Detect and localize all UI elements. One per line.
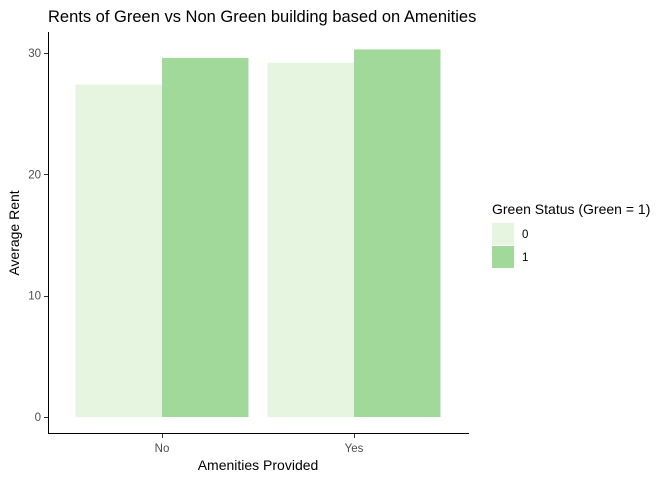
x-tick-label: No — [155, 443, 170, 455]
x-tick-label: Yes — [345, 443, 364, 455]
x-axis-title: Amenities Provided — [198, 457, 319, 473]
y-axis-ticks: 0 10 20 30 — [28, 48, 48, 424]
legend-key-1 — [492, 246, 514, 268]
y-axis-title: Average Rent — [6, 190, 22, 275]
legend: Green Status (Green = 1) 0 1 — [492, 201, 650, 268]
legend-title: Green Status (Green = 1) — [492, 201, 650, 217]
chart-title: Rents of Green vs Non Green building bas… — [48, 8, 476, 26]
y-tick-label: 0 — [35, 412, 41, 424]
x-axis-ticks: No Yes — [155, 434, 364, 455]
bar-yes-green-0 — [267, 62, 354, 417]
legend-label-1: 1 — [522, 252, 528, 264]
y-tick-label: 20 — [28, 169, 41, 181]
legend-key-0 — [492, 223, 514, 245]
bar-yes-green-1 — [354, 49, 441, 418]
bar-no-green-0 — [75, 84, 162, 417]
y-tick-label: 10 — [28, 291, 41, 303]
y-tick-label: 30 — [28, 48, 41, 60]
legend-label-0: 0 — [522, 229, 528, 241]
bar-no-green-1 — [162, 57, 249, 418]
plot-area — [75, 49, 441, 418]
